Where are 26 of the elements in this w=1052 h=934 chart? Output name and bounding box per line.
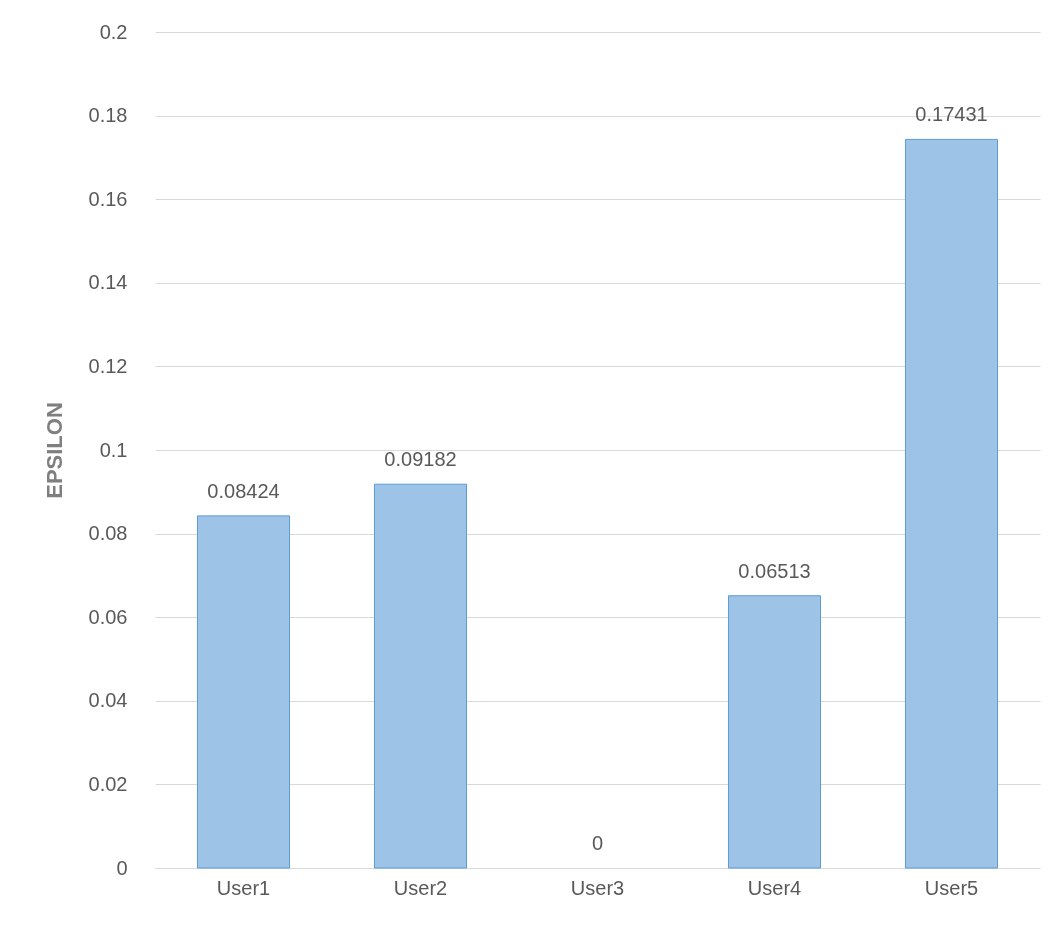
data-label: 0.06513 <box>738 559 811 582</box>
x-tick-label: User5 <box>924 876 979 899</box>
bar <box>904 138 999 869</box>
y-tick-label: 0.06 <box>88 605 128 628</box>
y-tick-label: 0.18 <box>88 104 128 127</box>
y-tick-label: 0 <box>116 856 128 879</box>
x-tick-label: User3 <box>570 876 625 899</box>
bar <box>373 483 468 869</box>
y-tick-label: 0.02 <box>88 772 128 795</box>
x-tick-label: User1 <box>216 876 271 899</box>
y-tick-label: 0.08 <box>88 522 128 545</box>
data-label: 0 <box>591 832 604 854</box>
y-tick-label: 0.2 <box>99 20 128 43</box>
bar <box>727 595 822 869</box>
y-tick-label: 0.1 <box>99 438 128 461</box>
y-tick-label: 0.16 <box>88 187 128 210</box>
y-tick-label: 0.12 <box>88 354 128 377</box>
y-tick-label: 0.04 <box>88 689 128 712</box>
y-tick-label: 0.14 <box>88 271 128 294</box>
x-tick-label: User4 <box>747 876 802 899</box>
data-label: 0.17431 <box>915 103 988 126</box>
data-label: 0.09182 <box>384 448 457 471</box>
bar <box>196 515 291 869</box>
y-axis-title: EPSILON <box>41 402 67 499</box>
x-tick-label: User2 <box>393 876 448 899</box>
data-label: 0.08424 <box>207 479 280 502</box>
